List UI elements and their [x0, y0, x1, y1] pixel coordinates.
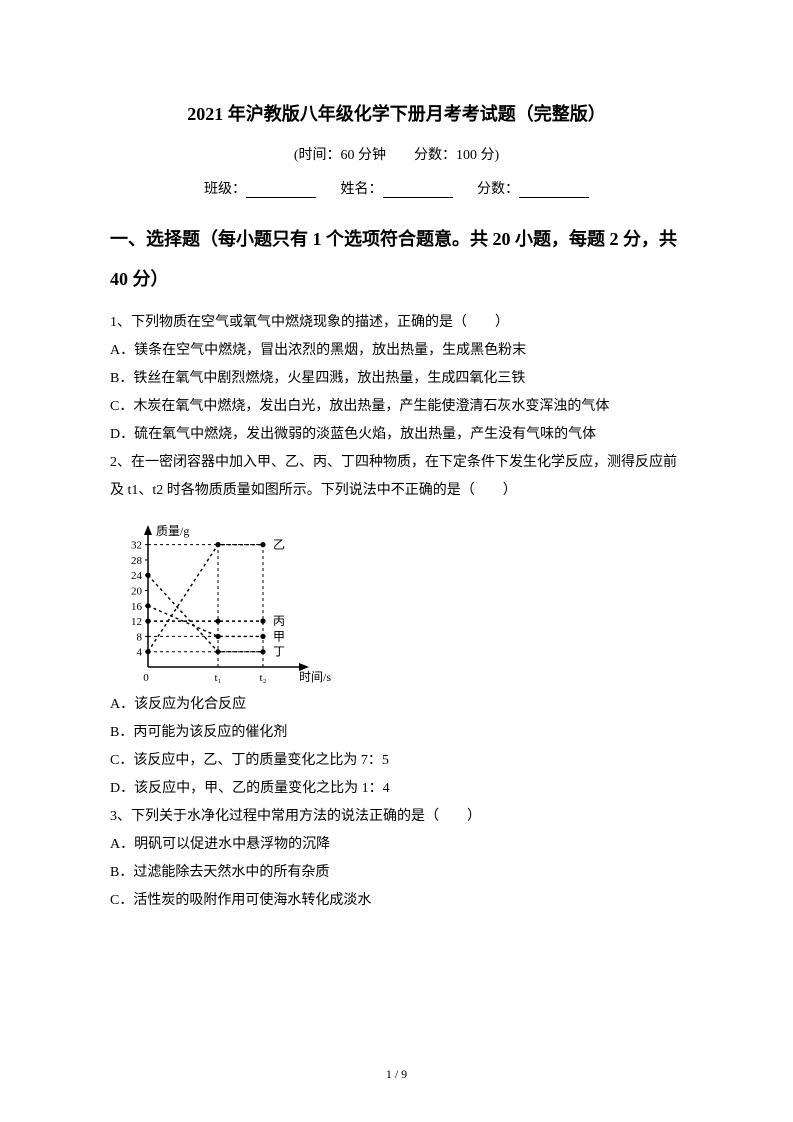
svg-text:乙: 乙	[273, 538, 285, 552]
page-number: 1 / 9	[0, 1067, 793, 1082]
score-blank[interactable]	[519, 182, 589, 198]
name-label: 姓名：	[341, 182, 383, 197]
svg-text:时间/s: 时间/s	[299, 670, 331, 684]
page-title: 2021 年沪教版八年级化学下册月考考试题（完整版）	[110, 100, 683, 126]
svg-text:28: 28	[131, 555, 143, 567]
svg-text:质量/g: 质量/g	[156, 524, 189, 538]
svg-text:20: 20	[131, 586, 143, 598]
q2-stem: 2、在一密闭容器中加入甲、乙、丙、丁四种物质，在下定条件下发生化学反应，测得反应…	[110, 449, 683, 505]
exam-subtitle: (时间：60 分钟 分数：100 分)	[110, 144, 683, 164]
mass-time-chart: 4 8 12 16 20 24 28 32 0 t₁ t₂ 质量/g 时间/s 乙丙甲丁	[110, 517, 340, 687]
q3-option-b: B．过滤能除去天然水中的所有杂质	[110, 859, 683, 887]
q2-option-d: D．该反应中，甲、乙的质量变化之比为 1：4	[110, 775, 683, 803]
q2-option-a: A．该反应为化合反应	[110, 691, 683, 719]
q1-option-d: D．硫在氧气中燃烧，发出微弱的淡蓝色火焰，放出热量，产生没有气味的气体	[110, 421, 683, 449]
svg-text:丁: 丁	[273, 645, 285, 659]
section-header: 一、选择题（每小题只有 1 个选项符合题意。共 20 小题，每题 2 分，共 4…	[110, 220, 683, 299]
q2-option-c: C．该反应中，乙、丁的质量变化之比为 7：5	[110, 747, 683, 775]
class-blank[interactable]	[246, 182, 316, 198]
q3-option-c: C．活性炭的吸附作用可使海水转化成淡水	[110, 887, 683, 915]
svg-text:12: 12	[131, 616, 142, 628]
svg-text:24: 24	[131, 570, 143, 582]
svg-text:32: 32	[131, 540, 142, 552]
class-label: 班级：	[204, 182, 246, 197]
q3-option-a: A．明矾可以促进水中悬浮物的沉降	[110, 831, 683, 859]
svg-text:t₂: t₂	[260, 672, 267, 684]
q2-option-b: B．丙可能为该反应的催化剂	[110, 719, 683, 747]
q1-stem: 1、下列物质在空气或氧气中燃烧现象的描述，正确的是（ ）	[110, 309, 683, 337]
score-label: 分数：	[477, 182, 519, 197]
svg-text:丙: 丙	[273, 614, 285, 628]
svg-text:8: 8	[137, 632, 143, 644]
q3-stem: 3、下列关于水净化过程中常用方法的说法正确的是（ ）	[110, 803, 683, 831]
q1-option-b: B．铁丝在氧气中剧烈燃烧，火星四溅，放出热量，生成四氧化三铁	[110, 365, 683, 393]
svg-text:甲: 甲	[273, 630, 285, 644]
svg-text:16: 16	[131, 601, 143, 613]
q1-option-a: A．镁条在空气中燃烧，冒出浓烈的黑烟，放出热量，生成黑色粉末	[110, 337, 683, 365]
name-blank[interactable]	[383, 182, 453, 198]
svg-text:4: 4	[137, 647, 143, 659]
svg-text:0: 0	[143, 672, 149, 684]
q1-option-c: C．木炭在氧气中燃烧，发出白光，放出热量，产生能使澄清石灰水变浑浊的气体	[110, 393, 683, 421]
svg-text:t₁: t₁	[215, 672, 222, 684]
info-blanks-row: 班级： 姓名： 分数：	[110, 178, 683, 198]
